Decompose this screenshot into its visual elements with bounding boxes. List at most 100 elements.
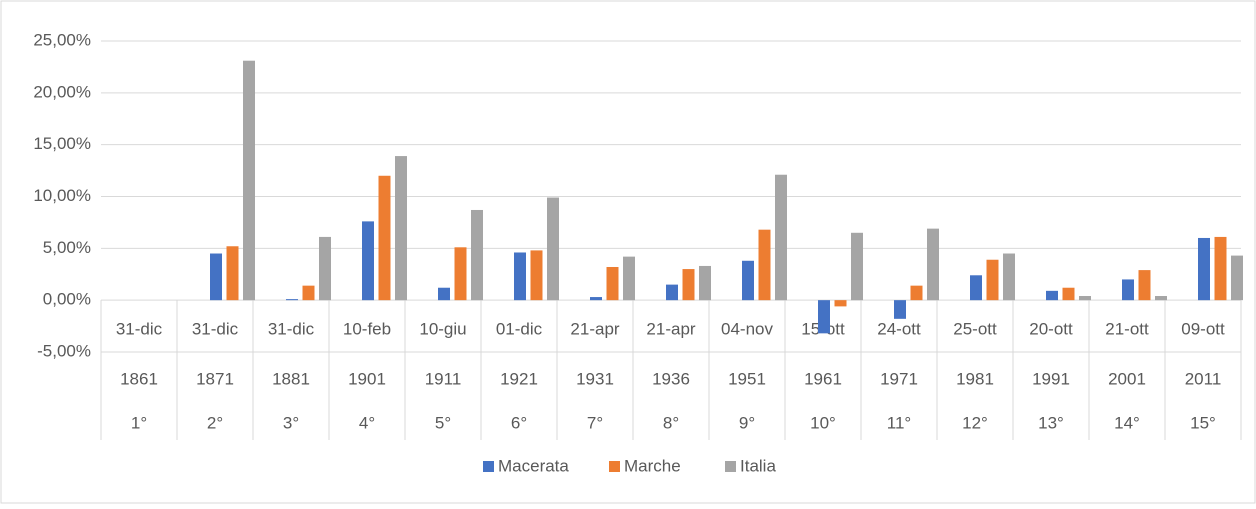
bar: [1138, 270, 1151, 301]
bar: [226, 246, 239, 301]
x-tick-label: 21-apr: [570, 319, 619, 338]
x-tick-label-year: 2001: [1108, 369, 1146, 388]
x-tick-label-ordinal: 14°: [1114, 413, 1140, 432]
legend-label: Marche: [624, 456, 681, 475]
x-tick-label-year: 2011: [1185, 369, 1222, 388]
x-tick-label: 01-dic: [496, 319, 543, 338]
x-tick-label-year: 1961: [804, 369, 842, 388]
bar: [623, 256, 635, 301]
x-tick-label: 25-ott: [953, 319, 997, 338]
bar: [1062, 287, 1075, 301]
legend-swatch: [483, 461, 494, 472]
y-tick-label: 10,00%: [33, 186, 91, 205]
x-tick-label-year: 1981: [956, 369, 994, 388]
x-tick-label: 04-nov: [721, 319, 773, 338]
bar: [758, 229, 771, 301]
y-tick-label: 20,00%: [33, 82, 91, 101]
bar: [1046, 290, 1058, 301]
y-tick-label: -5,00%: [37, 341, 91, 360]
bar: [210, 253, 222, 301]
y-tick-label: 25,00%: [33, 30, 91, 49]
x-tick-label-year: 1991: [1032, 369, 1070, 388]
legend-label: Macerata: [498, 456, 569, 475]
y-tick-label: 0,00%: [43, 290, 91, 309]
x-tick-label-year: 1936: [652, 369, 690, 388]
legend-label: Italia: [740, 456, 776, 475]
x-tick-label-ordinal: 12°: [962, 413, 988, 432]
bar: [590, 297, 602, 301]
bar: [471, 209, 483, 301]
x-tick-label: 31-dic: [268, 319, 315, 338]
bar: [378, 175, 391, 301]
x-tick-label-ordinal: 4°: [359, 413, 375, 432]
bar: [1003, 253, 1015, 301]
bar: [1122, 279, 1134, 301]
x-tick-label: 21-ott: [1105, 319, 1149, 338]
x-tick-label: 10-giu: [419, 319, 466, 338]
x-tick-label: 09-ott: [1181, 319, 1225, 338]
bar: [910, 285, 923, 301]
bar: [606, 266, 619, 301]
bar: [454, 247, 467, 301]
bar: [547, 197, 559, 301]
y-tick-label: 5,00%: [43, 238, 91, 257]
x-tick-label: 20-ott: [1029, 319, 1073, 338]
bar: [362, 221, 374, 301]
x-tick-label-ordinal: 15°: [1190, 413, 1216, 432]
bar: [682, 269, 695, 301]
bar: [302, 285, 315, 301]
bar: [699, 265, 711, 301]
bar: [319, 236, 331, 301]
bar: [1214, 236, 1227, 301]
x-tick-label-ordinal: 7°: [587, 413, 603, 432]
legend-swatch: [725, 461, 736, 472]
x-tick-label-year: 1861: [120, 369, 158, 388]
bar: [438, 287, 450, 301]
x-tick-label-year: 1921: [500, 369, 538, 388]
x-tick-label-ordinal: 3°: [283, 413, 299, 432]
x-tick-label-ordinal: 2°: [207, 413, 223, 432]
x-tick-label-ordinal: 13°: [1038, 413, 1064, 432]
x-tick-label-year: 1871: [196, 369, 234, 388]
bar: [514, 252, 526, 301]
legend-swatch: [609, 461, 620, 472]
bar: [666, 284, 678, 301]
x-tick-label-year: 1931: [576, 369, 614, 388]
x-tick-label-ordinal: 8°: [663, 413, 679, 432]
bar: [818, 300, 830, 334]
bar: [1198, 237, 1210, 301]
x-tick-label-year: 1971: [880, 369, 918, 388]
x-tick-label-ordinal: 10°: [810, 413, 836, 432]
x-tick-label-year: 1901: [348, 369, 386, 388]
x-tick-label: 10-feb: [343, 319, 391, 338]
y-tick-label: 15,00%: [33, 134, 91, 153]
bar: [775, 174, 787, 301]
x-tick-label-ordinal: 5°: [435, 413, 451, 432]
bar: [894, 300, 906, 319]
bar: [286, 299, 298, 301]
x-tick-label: 31-dic: [192, 319, 239, 338]
x-tick-label-year: 1881: [272, 369, 310, 388]
bar: [1231, 255, 1243, 301]
x-tick-label: 31-dic: [116, 319, 163, 338]
bar: [927, 228, 939, 301]
bar: [970, 275, 982, 301]
x-tick-label-year: 1951: [728, 369, 766, 388]
bar: [1079, 296, 1091, 301]
bar: [243, 60, 255, 301]
x-tick-label: 21-apr: [646, 319, 695, 338]
x-tick-label-ordinal: 6°: [511, 413, 527, 432]
x-tick-label-ordinal: 9°: [739, 413, 755, 432]
x-tick-label-ordinal: 1°: [131, 413, 147, 432]
x-tick-label-year: 1911: [425, 369, 462, 388]
bar: [834, 300, 847, 307]
x-tick-label: 24-ott: [877, 319, 921, 338]
bar: [395, 156, 407, 301]
bar: [1155, 296, 1167, 301]
bar: [851, 232, 863, 301]
bar: [986, 259, 999, 301]
bar: [742, 260, 754, 301]
bar: [530, 250, 543, 301]
